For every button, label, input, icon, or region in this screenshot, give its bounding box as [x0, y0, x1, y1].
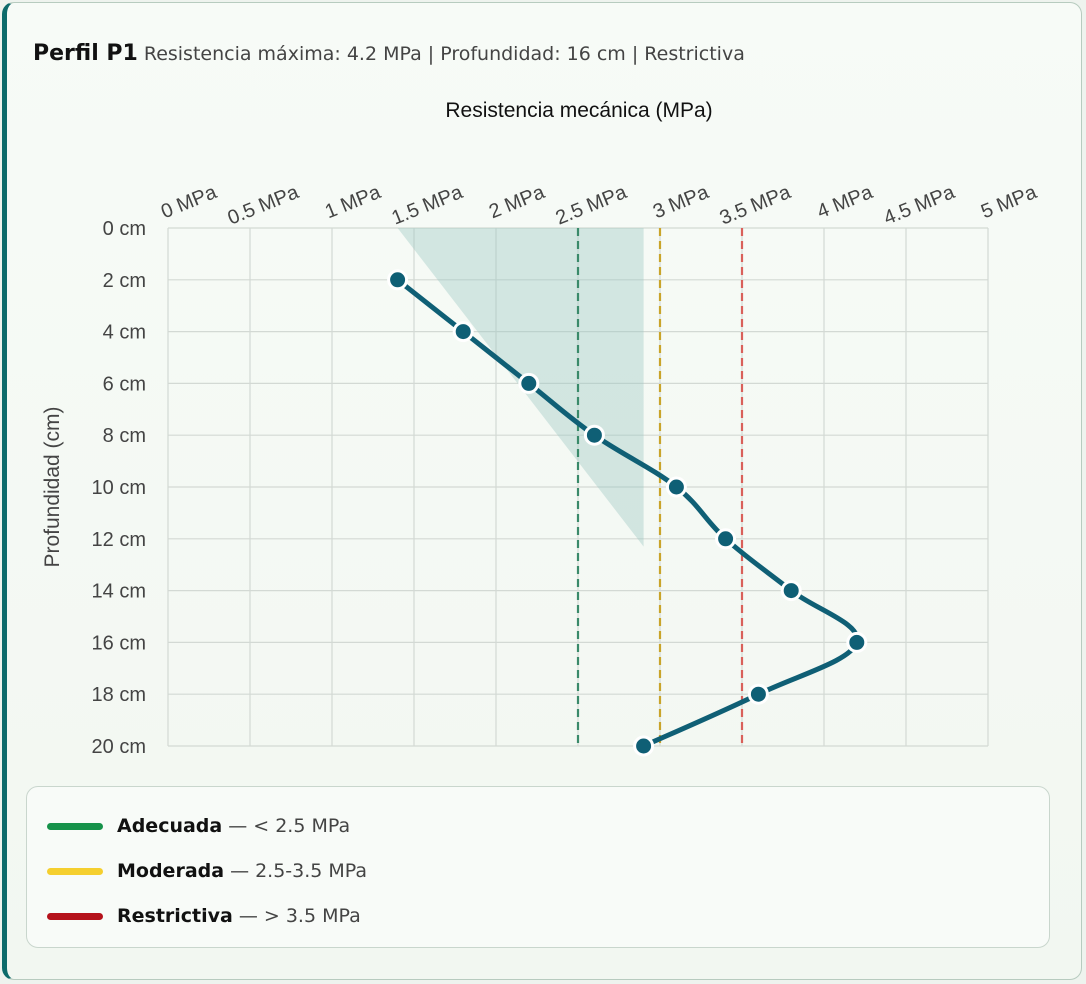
- data-point[interactable]: [715, 528, 737, 550]
- x-tick-label: 4 MPa: [814, 181, 877, 223]
- x-tick-label: 1.5 MPa: [389, 181, 467, 230]
- data-point[interactable]: [452, 321, 474, 343]
- series-line: [396, 277, 860, 749]
- y-tick-label: 4 cm: [103, 322, 146, 344]
- legend-swatch: [47, 822, 103, 830]
- legend-swatch: [47, 912, 103, 920]
- x-tick-label: 2 MPa: [486, 181, 549, 223]
- legend-item-moderada: Moderada — 2.5-3.5 MPa: [47, 856, 367, 886]
- threshold-lines: [576, 228, 744, 746]
- data-points: [387, 269, 868, 757]
- x-tick-label: 5 MPa: [978, 181, 1041, 223]
- legend-label: Adecuada: [117, 815, 223, 837]
- y-tick-label: 12 cm: [92, 529, 146, 551]
- x-tick-label: 0.5 MPa: [225, 181, 303, 230]
- data-point[interactable]: [518, 372, 540, 394]
- x-tick-label: 0 MPa: [158, 181, 221, 223]
- legend-range: < 2.5 MPa: [253, 815, 351, 837]
- profile-summary: Resistencia máxima: 4.2 MPa | Profundida…: [143, 43, 745, 65]
- reference-band: [397, 228, 644, 547]
- data-point[interactable]: [387, 269, 409, 291]
- legend-item-restrictiva: Restrictiva — > 3.5 MPa: [47, 901, 361, 931]
- y-tick-label: 10 cm: [92, 477, 146, 499]
- x-tick-label: 3.5 MPa: [717, 181, 795, 230]
- data-point[interactable]: [846, 631, 868, 653]
- legend-separator: —: [230, 860, 250, 882]
- x-tick-label: 3 MPa: [650, 181, 713, 223]
- y-tick-label: 18 cm: [92, 684, 146, 706]
- data-point[interactable]: [780, 580, 802, 602]
- card-header: Perfil P1 Resistencia máxima: 4.2 MPa | P…: [33, 41, 745, 66]
- data-point[interactable]: [633, 735, 655, 757]
- y-tick-label: 20 cm: [92, 736, 146, 758]
- legend-range: > 3.5 MPa: [263, 905, 361, 927]
- legend-label: Restrictiva: [117, 905, 233, 927]
- x-tick-labels: 0 MPa 0.5 MPa 1 MPa 1.5 MPa 2 MPa 2.5 MPa 3 MP…: [158, 181, 1041, 230]
- legend-swatch: [47, 867, 103, 875]
- x-axis-label: Resistencia mecánica (MPa): [445, 99, 712, 122]
- y-tick-label: 2 cm: [103, 270, 146, 292]
- data-point[interactable]: [583, 424, 605, 446]
- legend-range: 2.5-3.5 MPa: [255, 860, 368, 882]
- data-point[interactable]: [747, 683, 769, 705]
- x-tick-label: 2.5 MPa: [553, 181, 631, 230]
- legend: Adecuada — < 2.5 MPa Moderada — 2.5-3.5 …: [26, 786, 1050, 948]
- profile-title: Perfil P1: [33, 41, 138, 66]
- y-axis-label: Profundidad (cm): [41, 406, 64, 567]
- y-tick-label: 14 cm: [92, 581, 146, 603]
- data-point[interactable]: [665, 476, 687, 498]
- y-tick-label: 16 cm: [92, 632, 146, 654]
- y-tick-labels: 0 cm 2 cm 4 cm 6 cm 8 cm 10 cm 12 cm 14 cm 16 cm…: [92, 218, 146, 758]
- legend-separator: —: [238, 905, 258, 927]
- y-tick-label: 0 cm: [103, 218, 146, 240]
- y-tick-label: 8 cm: [103, 425, 146, 447]
- x-tick-label: 1 MPa: [322, 181, 385, 223]
- legend-item-adecuada: Adecuada — < 2.5 MPa: [47, 811, 350, 841]
- legend-label: Moderada: [117, 860, 225, 882]
- y-tick-label: 6 cm: [103, 373, 146, 395]
- legend-separator: —: [228, 815, 248, 837]
- x-tick-label: 4.5 MPa: [881, 181, 959, 230]
